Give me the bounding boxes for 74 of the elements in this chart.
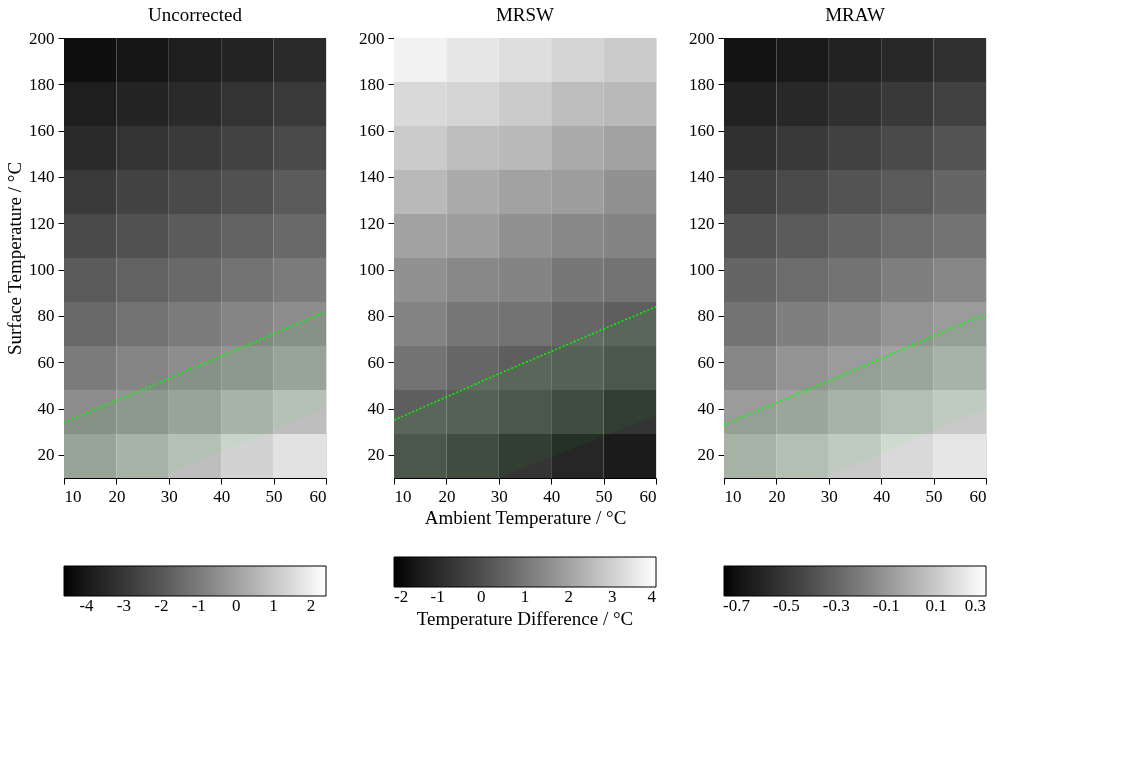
x-tick-label: 50 [925, 486, 943, 506]
x-tick-label: 40 [543, 486, 561, 506]
x-tick-label: 60 [639, 486, 657, 506]
y-tick-label: 60 [367, 352, 385, 372]
color-bar-label: 3 [608, 587, 617, 606]
color-bar-label: -1 [191, 596, 206, 615]
color-bar-label: -0.1 [872, 596, 900, 615]
color-bar-label: -3 [116, 596, 131, 615]
y-tick-label: 80 [697, 306, 715, 326]
color-bar-label: 2 [306, 596, 316, 615]
y-tick-label: 120 [359, 213, 385, 233]
y-tick-label: 40 [37, 399, 55, 419]
x-tick-label: 30 [490, 486, 508, 506]
color-bar-label: -4 [79, 596, 95, 615]
y-tick-label: 100 [29, 260, 55, 280]
x-tick-label: 10 [64, 486, 82, 506]
x-tick-label: 60 [309, 486, 327, 506]
y-tick-label: 200 [689, 28, 715, 48]
y-tick-label: 20 [37, 445, 55, 465]
y-tick-label: 60 [697, 352, 715, 372]
color-bar-label: -0.7 [723, 596, 751, 615]
y-tick-label: 200 [29, 28, 55, 48]
y-tick-label: 100 [689, 260, 715, 280]
y-tick-label: 180 [689, 74, 715, 94]
y-tick-label: 120 [689, 213, 715, 233]
x-tick-label: 60 [969, 486, 987, 506]
x-tick-label: 30 [820, 486, 838, 506]
color-bar-label: 1 [520, 587, 530, 606]
color-bar-label: -0.5 [772, 596, 800, 615]
y-tick-label: 40 [697, 399, 715, 419]
y-tick-label: 20 [367, 445, 385, 465]
y-tick-label: 80 [37, 306, 55, 326]
y-tick-label: 160 [689, 121, 715, 141]
color-bar-label: -0.3 [822, 596, 850, 615]
x-tick-label: 50 [265, 486, 283, 506]
color-bar-title: Temperature Difference / °C [416, 608, 634, 629]
color-bar-label: 4 [647, 587, 657, 606]
y-tick-label: 140 [359, 167, 385, 187]
chart-title: Uncorrected [148, 4, 243, 25]
y-tick-label: 80 [367, 306, 385, 326]
y-tick-label: 180 [29, 74, 55, 94]
y-tick-label: 140 [689, 167, 715, 187]
y-axis-title: Surface Temperature / °C [4, 161, 25, 356]
y-tick-label: 200 [359, 28, 385, 48]
y-tick-label: 120 [29, 213, 55, 233]
x-tick-label: 40 [213, 486, 231, 506]
y-tick-label: 160 [359, 121, 385, 141]
y-tick-label: 20 [697, 445, 715, 465]
color-bar-label: 0.1 [925, 596, 947, 615]
x-tick-label: 10 [724, 486, 742, 506]
x-tick-label: 10 [394, 486, 412, 506]
y-tick-label: 100 [359, 260, 385, 280]
y-tick-label: 180 [359, 74, 385, 94]
chart-title: MRAW [825, 4, 885, 25]
x-tick-label: 20 [768, 486, 786, 506]
color-bar-label: 0.3 [964, 596, 986, 615]
x-tick-label: 30 [160, 486, 178, 506]
color-bar-label: -1 [430, 587, 445, 606]
y-tick-label: 140 [29, 167, 55, 187]
x-tick-label: 20 [108, 486, 126, 506]
color-bar-label: 0 [231, 596, 241, 615]
color-bar-label: 1 [269, 596, 278, 615]
y-tick-label: 40 [367, 399, 385, 419]
y-tick-label: 60 [37, 352, 55, 372]
color-bar-label: 0 [477, 587, 486, 606]
y-tick-label: 160 [29, 121, 55, 141]
color-bar-label: -2 [394, 587, 409, 606]
x-tick-label: 50 [595, 486, 613, 506]
color-bar-label: 2 [564, 587, 573, 606]
x-axis-title: Ambient Temperature / °C [424, 506, 627, 528]
color-bar-label: -2 [154, 596, 169, 615]
x-tick-label: 20 [438, 486, 456, 506]
chart-title: MRSW [495, 4, 555, 25]
x-tick-label: 40 [873, 486, 891, 506]
